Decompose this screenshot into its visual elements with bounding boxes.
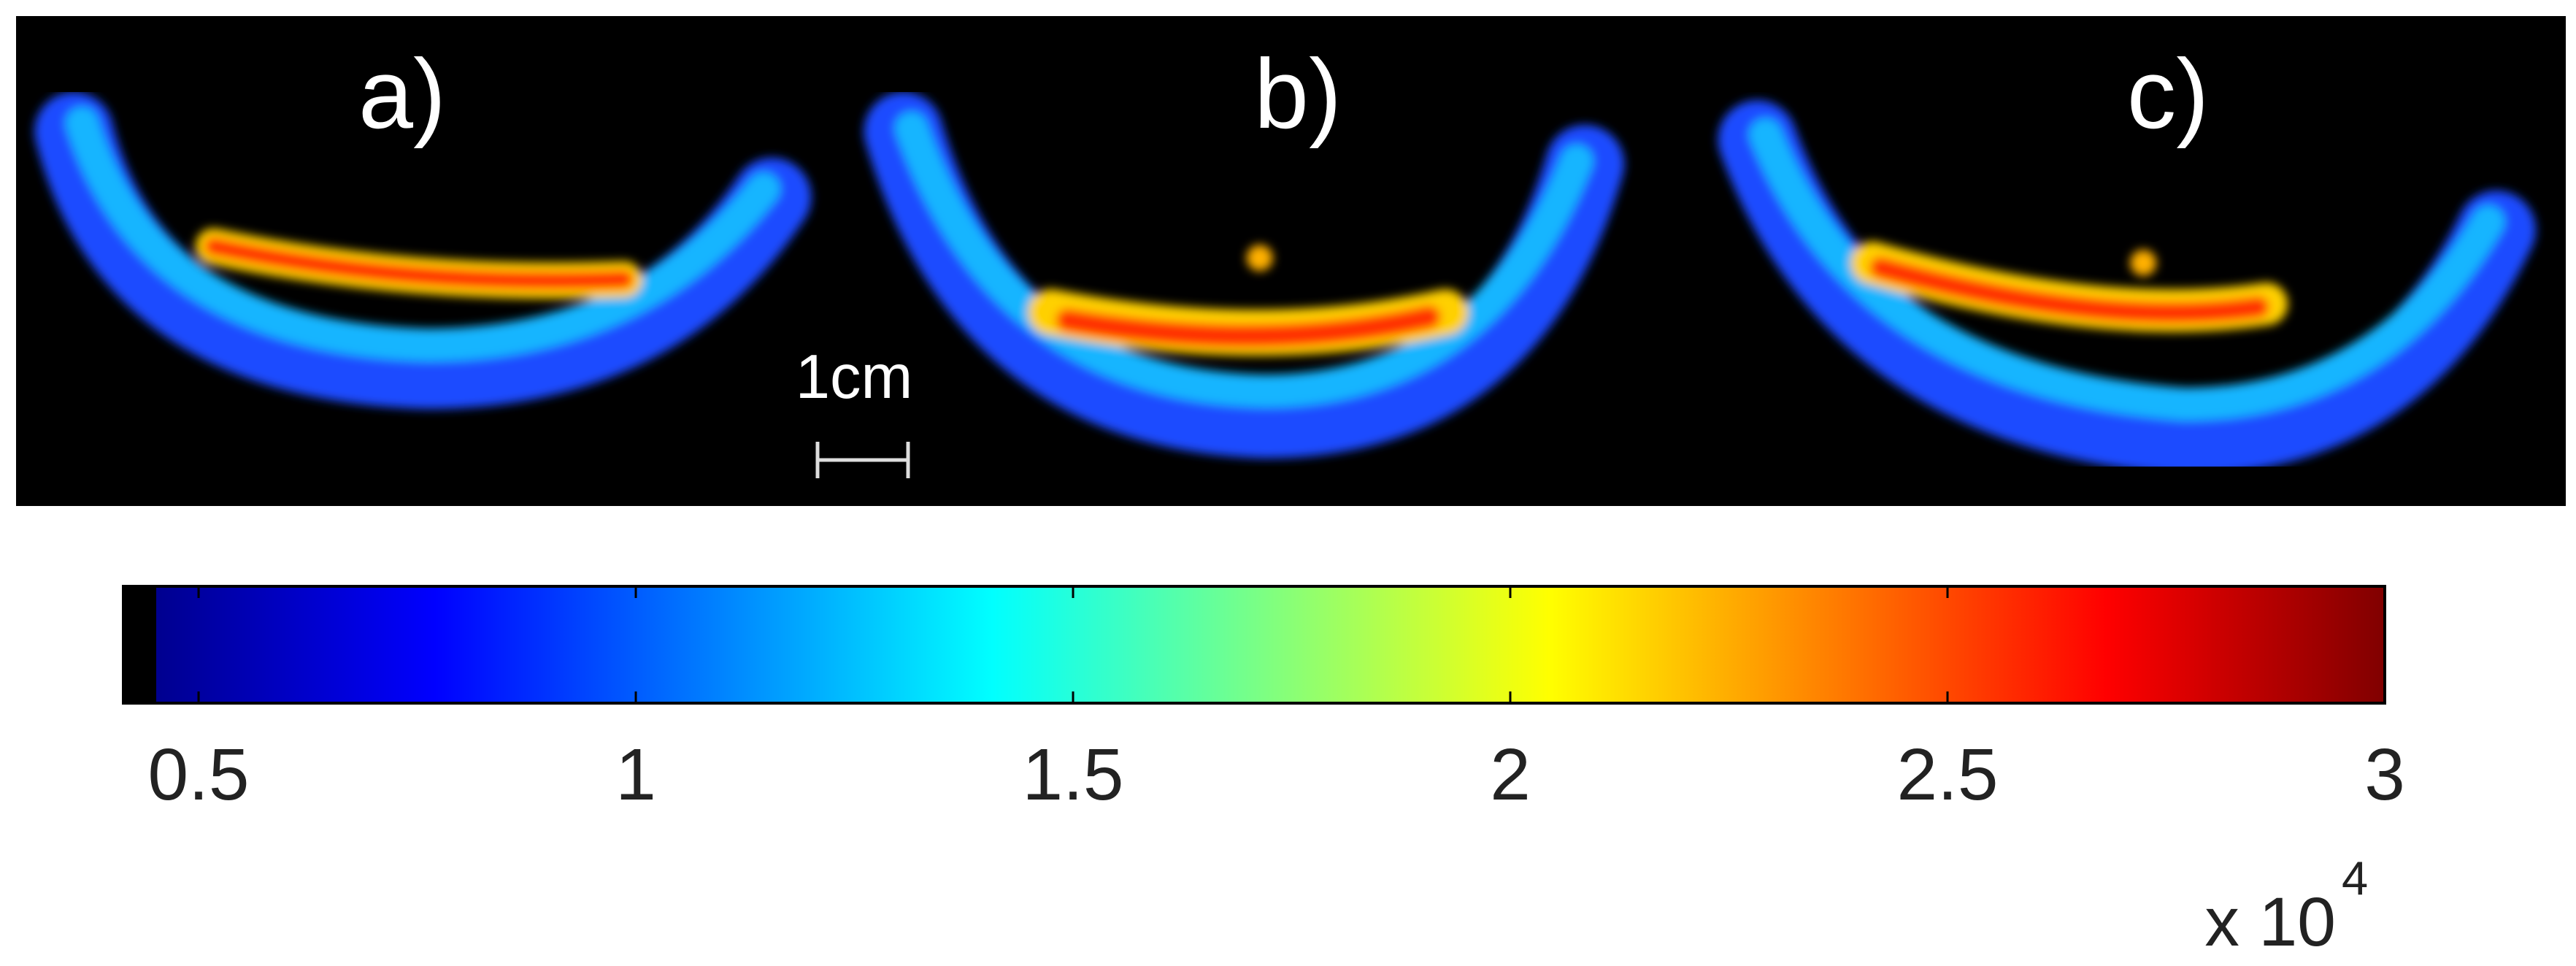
panel-label: a)	[358, 39, 446, 149]
tick-label: 1	[615, 734, 656, 816]
colorbar	[156, 586, 2385, 703]
tick-label: 2.5	[1896, 734, 1998, 816]
panel-label: c)	[2127, 39, 2209, 149]
tick-label: 3	[2364, 734, 2405, 816]
tick-label: 0.5	[148, 734, 250, 816]
tick-label: 1.5	[1023, 734, 1124, 816]
tick-label: 2	[1490, 734, 1531, 816]
panel-a-image	[34, 92, 812, 410]
scale-bar	[815, 442, 910, 478]
multiplier-exponent: 4	[2342, 851, 2368, 905]
colorbar-frame	[122, 585, 2386, 705]
scale-bar-label: 1cm	[796, 342, 913, 412]
heatmaps	[34, 92, 2536, 475]
panel-label: b)	[1254, 39, 1342, 149]
panel-c-image	[1718, 100, 2536, 475]
colorbar-low	[123, 586, 156, 703]
panel-b-image	[864, 92, 1625, 459]
multiplier: x 10	[2204, 883, 2336, 961]
